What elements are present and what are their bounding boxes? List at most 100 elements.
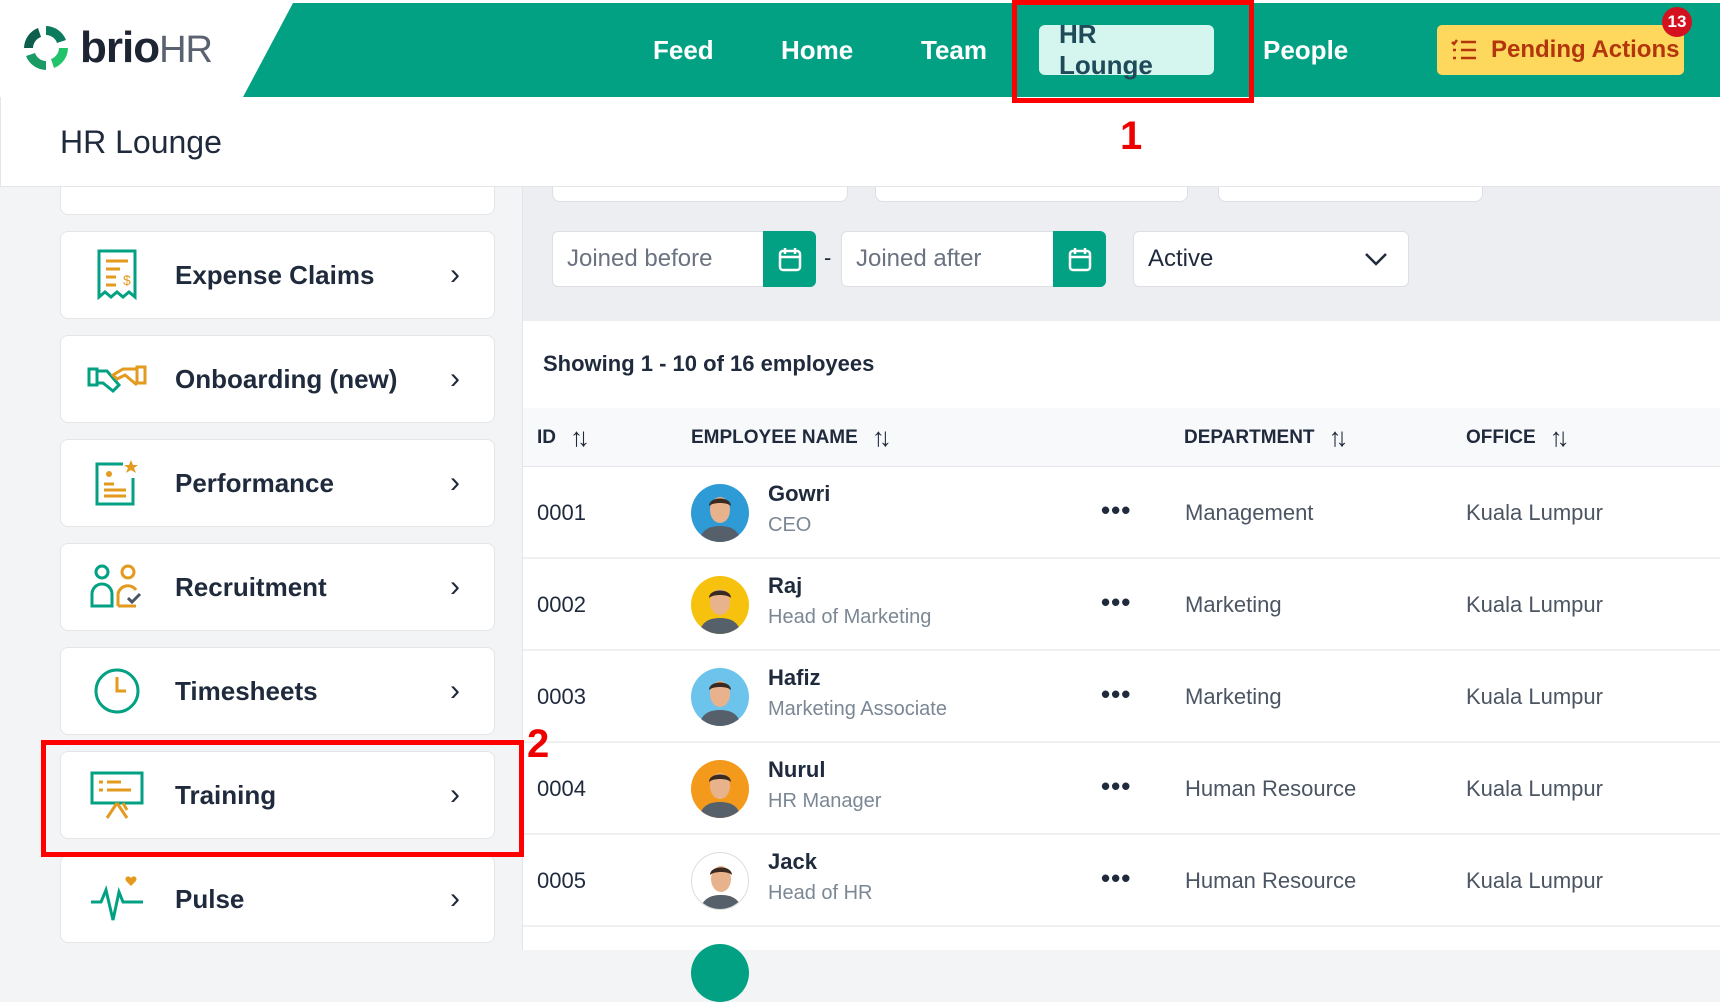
date-range-separator: - (824, 245, 832, 270)
avatar[interactable] (691, 760, 749, 818)
more-options-icon[interactable]: ••• (1101, 863, 1132, 893)
svg-text:$: $ (123, 272, 131, 288)
avatar[interactable] (691, 576, 749, 634)
employee-office: Kuala Lumpur (1466, 684, 1603, 709)
employee-office: Kuala Lumpur (1466, 500, 1603, 525)
more-options-icon[interactable]: ••• (1101, 495, 1132, 525)
pending-count-badge: 13 (1662, 7, 1692, 37)
chevron-right-icon: › (450, 882, 460, 915)
sort-icon: ↑↓ (1549, 422, 1570, 452)
sidebar-item-label: Recruitment (175, 571, 327, 602)
sidebar-item-label: Timesheets (175, 675, 318, 706)
sidebar-item-partial[interactable] (60, 187, 495, 215)
chevron-right-icon: › (450, 674, 460, 707)
avatar[interactable] (691, 944, 749, 1002)
nav-feed[interactable]: Feed (653, 34, 714, 65)
sidebar-item-recruitment[interactable]: Recruitment › (60, 543, 495, 631)
filter-bar: Joined before - Joined after Active (523, 147, 1720, 321)
sidebar-item-pulse[interactable]: Pulse › (60, 855, 495, 943)
nav-team[interactable]: Team (921, 34, 987, 65)
annotation-label-1: 1 (1120, 114, 1143, 158)
joined-before-input[interactable]: Joined before (552, 231, 816, 287)
checklist-icon (1451, 39, 1476, 60)
employee-department: Human Resource (1185, 776, 1357, 801)
employee-title: Head of Marketing (768, 606, 932, 628)
sidebar-item-training[interactable]: Training › (60, 751, 495, 839)
employee-title: Marketing Associate (768, 698, 947, 720)
briohr-logo[interactable]: brioHR (20, 22, 213, 74)
employee-name[interactable]: Raj (768, 573, 803, 598)
logo-swirl-icon (24, 26, 68, 70)
employee-id: 0003 (537, 684, 586, 709)
more-options-icon[interactable]: ••• (1101, 587, 1132, 617)
table-row[interactable]: 0005 Jack Head of HR ••• Human Resource … (523, 835, 1720, 927)
table-header: ID ↑↓ EMPLOYEE NAME ↑↓ DEPARTMENT ↑↓ OFFICE… (523, 408, 1720, 467)
sort-icon: ↑↓ (570, 422, 590, 452)
joined-before-calendar-button[interactable] (763, 231, 816, 287)
recruitment-icon (87, 557, 147, 617)
chevron-down-icon (1365, 253, 1387, 266)
nav-people[interactable]: People (1263, 34, 1349, 65)
column-header-id[interactable]: ID ↑↓ (537, 422, 590, 452)
chevron-right-icon: › (450, 362, 460, 395)
column-header-office[interactable]: OFFICE ↑↓ (1466, 422, 1570, 452)
employee-title: CEO (768, 514, 812, 536)
handshake-icon (87, 349, 147, 409)
avatar[interactable] (691, 668, 749, 726)
column-header-department[interactable]: DEPARTMENT ↑↓ (1184, 422, 1349, 452)
avatar[interactable] (691, 484, 749, 542)
chevron-right-icon: › (450, 258, 460, 291)
performance-icon (87, 453, 147, 513)
joined-before-placeholder: Joined before (567, 245, 713, 272)
employee-department: Management (1185, 500, 1314, 525)
employee-id: 0005 (537, 868, 586, 893)
table-row[interactable]: 0002 Raj Head of Marketing ••• Marketing… (523, 559, 1720, 651)
sidebar-item-label: Onboarding (new) (175, 363, 398, 394)
status-select[interactable]: Active (1133, 231, 1409, 287)
employee-name[interactable]: Gowri (768, 481, 831, 506)
sidebar-item-label: Expense Claims (175, 259, 375, 290)
employee-office: Kuala Lumpur (1466, 776, 1603, 801)
training-icon (87, 765, 147, 825)
employee-name[interactable]: Nurul (768, 757, 826, 782)
sidebar-item-expense-claims[interactable]: $ Expense Claims › (60, 231, 495, 319)
joined-after-input[interactable]: Joined after (841, 231, 1106, 287)
employee-id: 0002 (537, 592, 586, 617)
chevron-right-icon: › (450, 570, 460, 603)
employee-department: Human Resource (1185, 868, 1357, 893)
nav-home[interactable]: Home (781, 34, 854, 65)
employee-title: Head of HR (768, 882, 873, 904)
joined-after-calendar-button[interactable] (1053, 231, 1106, 287)
annotation-box-1 (1012, 0, 1254, 103)
brand-name: brioHR (80, 23, 213, 72)
employee-name[interactable]: Hafiz (768, 665, 821, 690)
sidebar-item-performance[interactable]: Performance › (60, 439, 495, 527)
employee-id: 0001 (537, 500, 586, 525)
table-row[interactable]: 0001 Gowri CEO ••• Management Kuala Lump… (523, 467, 1720, 559)
pending-actions-label: Pending Actions (1491, 36, 1680, 63)
sidebar: $ Expense Claims › Onboarding (new) › Pe… (0, 187, 523, 950)
table-row[interactable]: 0004 Nurul HR Manager ••• Human Resource… (523, 743, 1720, 835)
main-content: Joined before - Joined after Active Show… (523, 147, 1720, 1002)
sidebar-item-label: Performance (175, 467, 334, 498)
avatar[interactable] (691, 852, 749, 910)
column-header-employee-name[interactable]: EMPLOYEE NAME ↑↓ (691, 422, 892, 452)
results-summary: Showing 1 - 10 of 16 employees (543, 351, 875, 376)
pulse-icon (87, 869, 147, 929)
employee-department: Marketing (1185, 592, 1282, 617)
sidebar-item-onboarding[interactable]: Onboarding (new) › (60, 335, 495, 423)
pending-actions-button[interactable]: Pending Actions (1437, 25, 1684, 75)
sort-icon: ↑↓ (1328, 422, 1349, 452)
employee-title: HR Manager (768, 790, 882, 812)
sort-icon: ↑↓ (871, 422, 892, 452)
sidebar-item-timesheets[interactable]: Timesheets › (60, 647, 495, 735)
calendar-icon (778, 248, 801, 272)
more-options-icon[interactable]: ••• (1101, 679, 1132, 709)
more-options-icon[interactable]: ••• (1101, 771, 1132, 801)
chevron-right-icon: › (450, 466, 460, 499)
employee-id: 0004 (537, 776, 586, 801)
table-row[interactable]: 0003 Hafiz Marketing Associate ••• Marke… (523, 651, 1720, 743)
annotation-box-2 (41, 740, 524, 857)
employee-name[interactable]: Jack (768, 849, 817, 874)
chevron-right-icon: › (450, 778, 460, 811)
